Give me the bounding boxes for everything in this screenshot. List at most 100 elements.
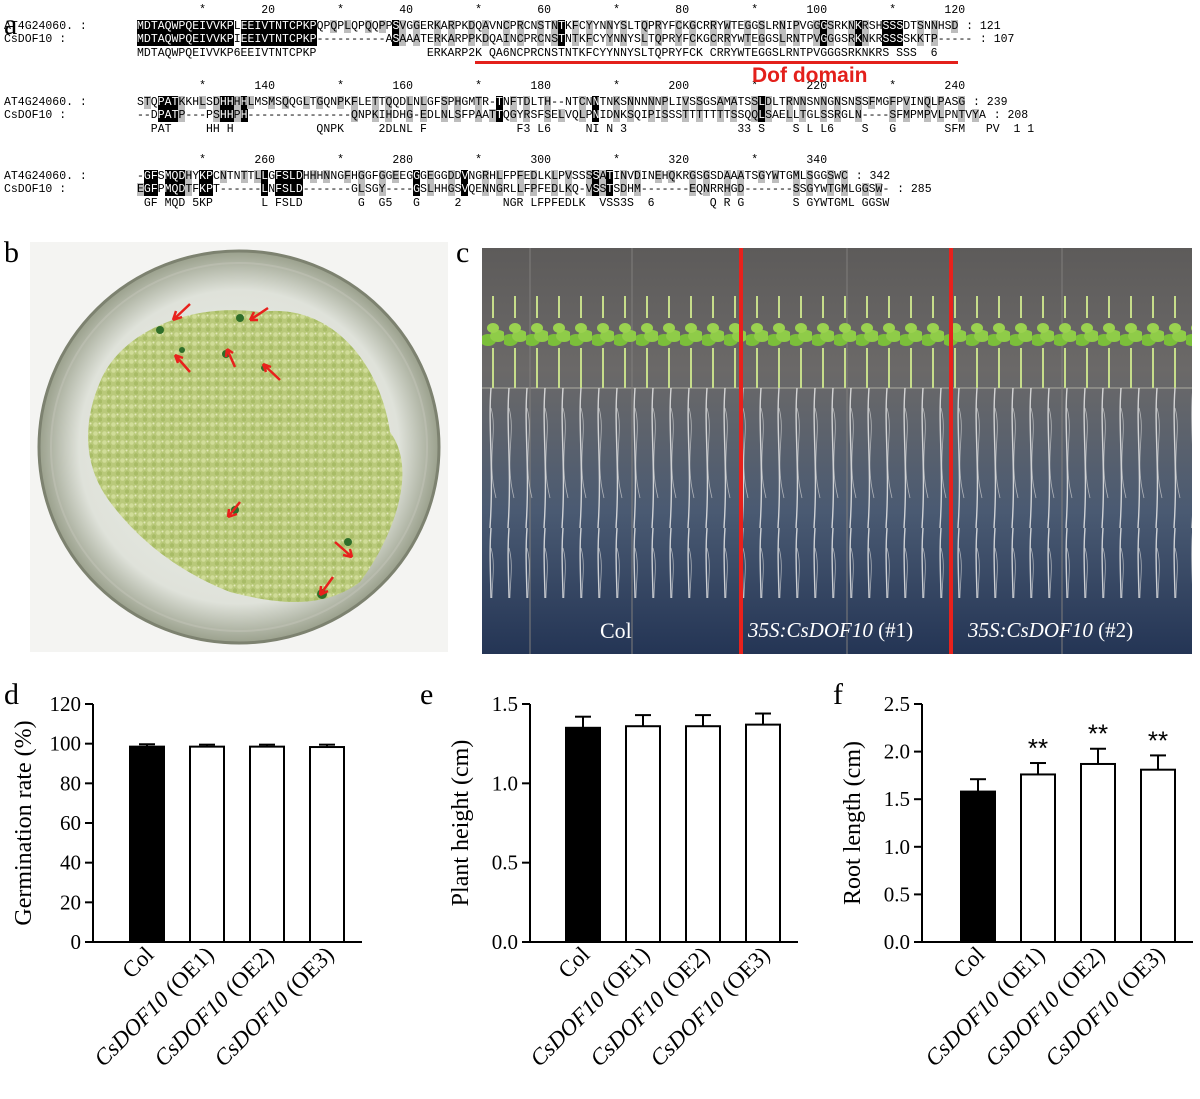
category-label: Col	[948, 942, 989, 983]
residue-shade	[254, 170, 262, 183]
residue-shade	[488, 109, 496, 122]
alignment-ruler: * 260 * 280 * 300 * 320 * 340	[137, 154, 828, 167]
residue-shade	[316, 96, 324, 109]
residue-shade	[675, 20, 683, 33]
label-oe1-line: (#1)	[872, 618, 914, 642]
residue-shade	[378, 183, 386, 196]
residue-shade	[171, 109, 179, 122]
residue-shade	[654, 33, 662, 46]
residue-shade	[661, 96, 669, 109]
residue-shade	[288, 170, 296, 183]
residue-shade	[240, 96, 248, 109]
residue-shade	[378, 170, 386, 183]
residue-shade	[702, 183, 710, 196]
residue-shade	[958, 109, 966, 122]
residue-shade	[461, 183, 469, 196]
residue-shade	[275, 170, 283, 183]
residue-shade	[689, 170, 697, 183]
panel-label-e: e	[420, 678, 434, 711]
residue-shade	[461, 170, 469, 183]
residue-shade	[268, 33, 276, 46]
residue-shade	[302, 20, 310, 33]
residue-shade	[261, 170, 269, 183]
residue-shade	[150, 33, 158, 46]
sequence-end-position: : 121	[966, 20, 1001, 33]
residue-shade	[516, 183, 524, 196]
y-tick-label: 0.5	[884, 882, 910, 906]
residue-shade	[413, 20, 421, 33]
residue-shade	[350, 109, 358, 122]
residue-shade	[143, 183, 151, 196]
residue-shade	[468, 33, 476, 46]
residue-shade	[557, 33, 565, 46]
residue-shade	[792, 20, 800, 33]
sequence-alignment: * 20 * 40 * 60 * 80 * 100 * 120 AT4G24060…	[0, 0, 1200, 230]
residue-shade	[861, 183, 869, 196]
residue-shade	[164, 96, 172, 109]
residue-shade	[902, 96, 910, 109]
residue-shade	[861, 20, 869, 33]
residue-shade	[689, 183, 697, 196]
residue-shade	[827, 183, 835, 196]
residue-shade	[413, 33, 421, 46]
residue-shade	[137, 33, 145, 46]
residue-shade	[620, 183, 628, 196]
residue-shade	[723, 20, 731, 33]
residue-shade	[792, 170, 800, 183]
residue-shade	[716, 109, 724, 122]
residue-shade	[764, 109, 772, 122]
residue-shade	[371, 109, 379, 122]
residue-shade	[578, 96, 586, 109]
residue-shade	[468, 20, 476, 33]
residue-shade	[564, 170, 572, 183]
residue-shade	[247, 20, 255, 33]
sequence-name: AT4G24060. :	[4, 170, 87, 183]
residue-shade	[426, 183, 434, 196]
residue-shade	[847, 33, 855, 46]
residue-shade	[212, 33, 220, 46]
residue-shade	[571, 20, 579, 33]
residue-shade	[799, 96, 807, 109]
residue-shade	[744, 20, 752, 33]
residue-shade	[212, 109, 220, 122]
residue-shade	[275, 20, 283, 33]
residue-shade	[551, 170, 559, 183]
residue-shade	[302, 96, 310, 109]
residue-shade	[240, 109, 248, 122]
y-tick-label: 20	[60, 890, 81, 914]
residue-shade	[737, 183, 745, 196]
residue-shade	[433, 33, 441, 46]
residue-shade	[551, 183, 559, 196]
residue-shade	[516, 20, 524, 33]
residue-shade	[447, 183, 455, 196]
residue-shade	[309, 20, 317, 33]
residue-shade	[171, 183, 179, 196]
residue-shade	[730, 109, 738, 122]
sequence-residues: EGFPMQDTFKPT------LNFSLD-------GLSGY----…	[137, 183, 890, 196]
residue-shade	[143, 20, 151, 33]
residue-shade	[157, 20, 165, 33]
bar	[625, 725, 661, 943]
residue-shade	[475, 109, 483, 122]
residue-shade	[406, 109, 414, 122]
residue-shade	[585, 20, 593, 33]
residue-shade	[530, 183, 538, 196]
residue-shade	[585, 183, 593, 196]
residue-shade	[482, 170, 490, 183]
sequence-end-position: : 107	[979, 33, 1015, 46]
sequence-name: CsDOF10 :	[4, 33, 67, 46]
residue-shade	[930, 20, 938, 33]
residue-shade	[854, 109, 862, 122]
residue-shade	[399, 33, 407, 46]
y-tick-label: 0.0	[884, 930, 910, 954]
residue-shade	[689, 20, 697, 33]
residue-shade	[854, 20, 862, 33]
residue-shade	[799, 109, 807, 122]
residue-shade	[219, 33, 227, 46]
bar	[1140, 768, 1176, 943]
residue-shade	[344, 170, 352, 183]
residue-shade	[150, 183, 158, 196]
significance-marker: **	[1088, 719, 1108, 749]
residue-shade	[502, 33, 510, 46]
residue-shade	[399, 20, 407, 33]
